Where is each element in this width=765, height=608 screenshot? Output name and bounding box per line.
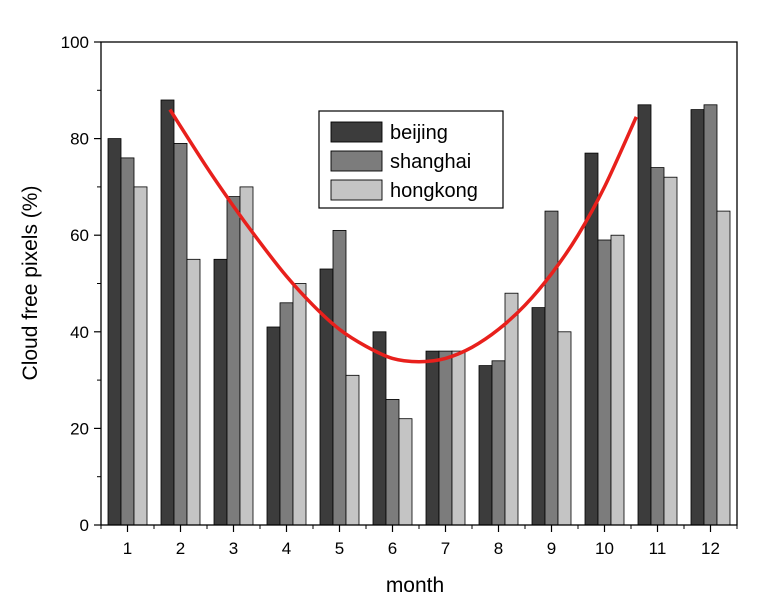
bar-hongkong-11: [663, 176, 678, 526]
legend-label-beijing: beijing: [390, 122, 448, 144]
x-tick-label: 2: [176, 539, 185, 558]
bar-beijing-7: [425, 350, 440, 526]
bar-shanghai-12: [703, 104, 718, 526]
bars-layer: [107, 99, 731, 526]
bar-shanghai-4: [279, 302, 294, 526]
x-tick-label: 5: [335, 539, 344, 558]
bar-hongkong-10: [610, 234, 625, 526]
x-tick-label: 3: [229, 539, 238, 558]
y-tick-label: 80: [70, 130, 89, 149]
bar-shanghai-9: [544, 210, 559, 526]
bar-beijing-12: [690, 109, 705, 526]
bar-shanghai-2: [173, 142, 188, 526]
x-axis: 1 2 3 4 5 6 7 8 9 10 11 12: [100, 525, 738, 558]
bar-hongkong-1: [133, 186, 148, 526]
bar-shanghai-7: [438, 350, 453, 526]
bar-shanghai-5: [332, 229, 347, 526]
legend-swatch-hongkong: [330, 179, 383, 201]
bar-beijing-6: [372, 331, 387, 526]
bar-shanghai-1: [120, 157, 135, 526]
bar-hongkong-12: [716, 210, 731, 526]
bar-hongkong-4: [292, 283, 307, 526]
bar-shanghai-11: [650, 167, 665, 526]
y-tick-label: 40: [70, 323, 89, 342]
y-axis: 0 20 40 60 80 100: [61, 33, 101, 535]
x-tick-label: 12: [701, 539, 720, 558]
y-tick-label: 60: [70, 226, 89, 245]
bar-shanghai-3: [226, 196, 241, 526]
legend-swatch-beijing: [330, 121, 383, 143]
legend: beijing shanghai hongkong: [318, 110, 504, 209]
bar-hongkong-8: [504, 292, 519, 526]
bar-hongkong-2: [186, 258, 201, 526]
bar-beijing-2: [160, 99, 175, 526]
x-tick-label: 4: [282, 539, 291, 558]
bar-beijing-8: [478, 365, 493, 526]
y-tick-label: 20: [70, 419, 89, 438]
x-tick-label: 11: [649, 539, 667, 558]
x-tick-label: 7: [441, 539, 450, 558]
bar-beijing-5: [319, 268, 334, 526]
bar-shanghai-8: [491, 360, 506, 526]
fit-curve-line: [168, 108, 638, 364]
x-tick-label: 1: [123, 539, 132, 558]
x-tick-label: 10: [595, 539, 614, 558]
legend-swatch-shanghai: [330, 150, 383, 172]
bar-beijing-4: [266, 326, 281, 526]
x-tick-label: 6: [388, 539, 397, 558]
bar-shanghai-6: [385, 398, 400, 526]
x-tick-label: 9: [547, 539, 556, 558]
y-tick-label: 0: [80, 516, 89, 535]
bar-hongkong-6: [398, 418, 413, 526]
bar-beijing-1: [107, 138, 122, 526]
bar-hongkong-5: [345, 374, 360, 526]
bar-hongkong-9: [557, 331, 572, 526]
bar-hongkong-3: [239, 186, 254, 526]
bar-shanghai-10: [597, 239, 612, 526]
y-tick-label: 100: [61, 33, 89, 52]
y-axis-title: Cloud free pixels (%): [19, 186, 42, 381]
legend-label-hongkong: hongkong: [390, 180, 478, 202]
bar-beijing-3: [213, 258, 228, 526]
bar-beijing-9: [531, 307, 546, 526]
legend-label-shanghai: shanghai: [390, 151, 471, 173]
bar-beijing-11: [637, 104, 652, 526]
x-tick-label: 8: [494, 539, 503, 558]
bar-hongkong-7: [451, 350, 466, 526]
x-axis-title: month: [386, 574, 444, 597]
